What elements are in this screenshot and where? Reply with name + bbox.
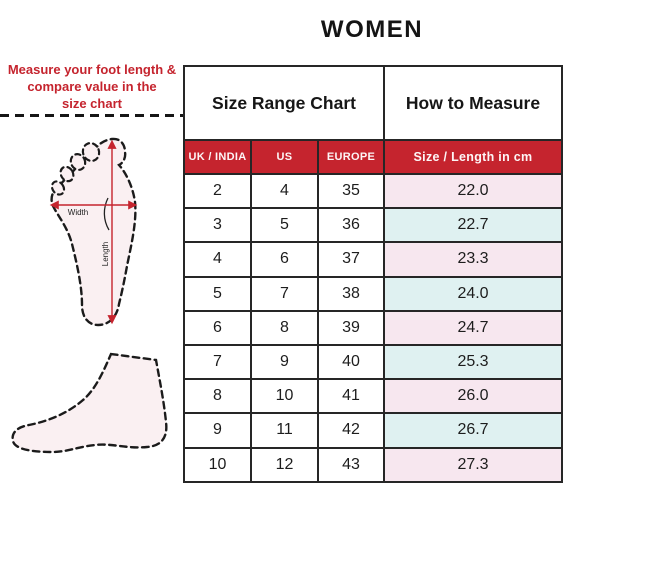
cell-us: 6: [250, 241, 319, 278]
cell-us: 12: [250, 446, 319, 483]
cell-length-cm: 24.7: [383, 309, 564, 346]
column-header-row: UK / INDIA US EUROPE Size / Length in cm: [183, 139, 564, 175]
toe-shape: [81, 142, 101, 162]
cell-length-cm: 26.0: [383, 378, 564, 415]
cell-length-cm: 26.7: [383, 412, 564, 449]
cell-uk-india: 10: [183, 446, 252, 483]
cell-europe: 37: [316, 241, 386, 278]
group-header-size-range-chart: Size Range Chart: [182, 65, 386, 141]
cell-us: 9: [250, 343, 319, 381]
foot-side-outline: [11, 352, 168, 454]
group-header-how-to-measure: How to Measure: [383, 65, 564, 141]
cell-europe: 36: [316, 207, 386, 244]
cell-europe: 41: [316, 378, 386, 415]
toe-shape: [69, 153, 87, 171]
cell-europe: 42: [316, 412, 386, 449]
cell-us: 4: [250, 172, 319, 210]
cell-uk-india: 7: [183, 343, 252, 381]
cell-length-cm: 25.3: [383, 343, 564, 381]
cell-europe: 39: [316, 309, 386, 346]
cell-europe: 40: [316, 343, 386, 381]
instruction-line: size chart: [62, 95, 122, 111]
foot-sole-diagram: Width Length: [49, 137, 138, 327]
page-title: WOMEN: [320, 16, 424, 43]
cell-us: 7: [250, 275, 319, 312]
column-header-us: US: [250, 139, 319, 175]
cell-length-cm: 23.3: [383, 241, 564, 278]
cell-length-cm: 24.0: [383, 275, 564, 312]
cell-uk-india: 8: [183, 378, 252, 415]
cell-us: 11: [250, 412, 319, 449]
column-header-europe: EUROPE: [316, 139, 386, 175]
table-row: 6 8 39 24.7: [183, 309, 564, 346]
instruction-text: Measure your foot length & compare value…: [2, 62, 182, 113]
table-row: 3 5 36 22.7: [183, 207, 564, 244]
cell-us: 10: [250, 378, 319, 415]
cell-us: 8: [250, 309, 319, 346]
table-row: 10 12 43 27.3: [183, 446, 564, 483]
cell-length-cm: 22.0: [383, 172, 564, 210]
cell-uk-india: 3: [183, 207, 252, 244]
cell-europe: 38: [316, 275, 386, 312]
table-row: 5 7 38 24.0: [183, 275, 564, 312]
column-header-length-cm: Size / Length in cm: [383, 139, 564, 175]
cell-length-cm: 22.7: [383, 207, 564, 244]
foot-side-diagram: [11, 352, 168, 454]
table-row: 7 9 40 25.3: [183, 343, 564, 381]
toe-shape: [59, 165, 75, 183]
instruction-line: Measure your foot length &: [7, 62, 177, 77]
instruction-line: compare value in the: [27, 78, 157, 94]
cell-uk-india: 6: [183, 309, 252, 346]
cell-length-cm: 27.3: [383, 446, 564, 483]
size-table: Size Range Chart How to Measure UK / IND…: [182, 65, 564, 483]
cell-uk-india: 4: [183, 241, 252, 278]
table-row: 9 11 42 26.7: [183, 412, 564, 449]
cell-uk-india: 9: [183, 412, 252, 449]
width-label: Width: [68, 208, 88, 217]
cell-uk-india: 5: [183, 275, 252, 312]
cell-europe: 43: [316, 446, 386, 483]
table-row: 4 6 37 23.3: [183, 241, 564, 278]
cell-us: 5: [250, 207, 319, 244]
cell-uk-india: 2: [183, 172, 252, 210]
cell-europe: 35: [316, 172, 386, 210]
toe-shape: [50, 180, 66, 196]
group-header-row: Size Range Chart How to Measure: [182, 65, 564, 141]
table-row: 8 10 41 26.0: [183, 378, 564, 415]
dashed-divider: [0, 114, 184, 117]
table-row: 2 4 35 22.0: [183, 172, 564, 210]
length-label: Length: [101, 242, 110, 266]
column-header-uk-india: UK / INDIA: [183, 139, 252, 175]
